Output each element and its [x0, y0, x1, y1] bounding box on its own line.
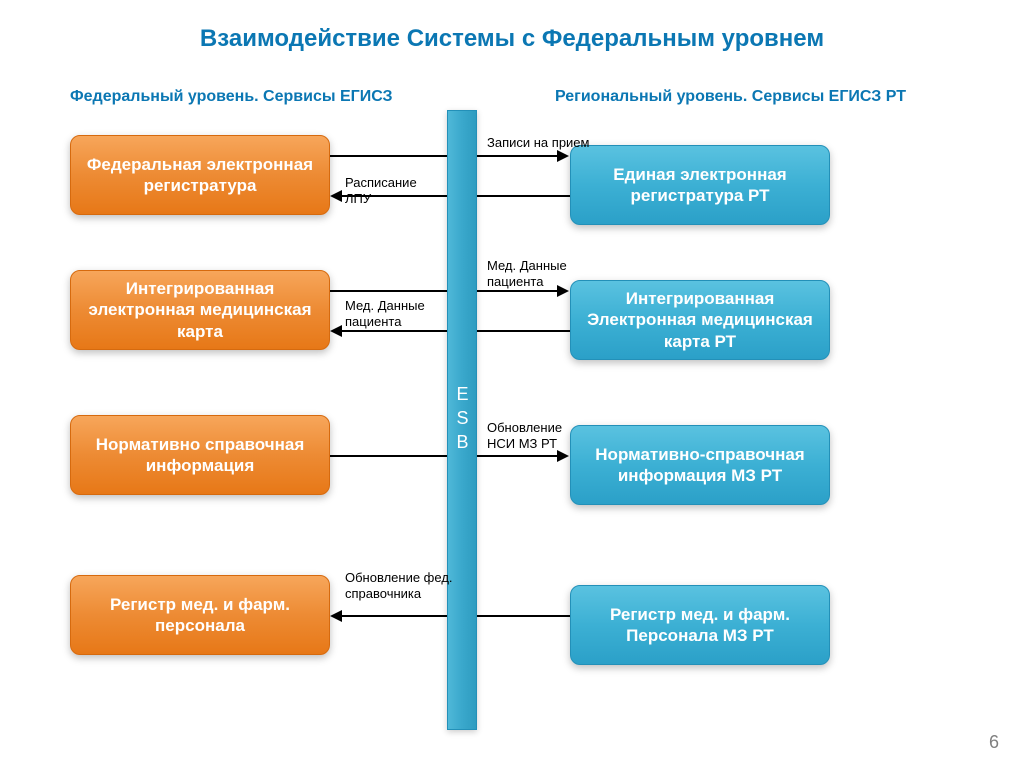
- arrow-label-med-data-left: Мед. Данные пациента: [345, 298, 445, 329]
- arrow-label-schedule: Расписание ЛПУ: [345, 175, 445, 206]
- arrow-line: [477, 330, 570, 332]
- left-box-personnel-registry: Регистр мед. и фарм. персонала: [70, 575, 330, 655]
- diagram-title: Взаимодействие Системы с Федеральным уро…: [0, 25, 1024, 53]
- esb-label: ESB: [452, 384, 473, 456]
- arrow-line: [477, 290, 557, 292]
- arrow-head-left-icon: [330, 190, 342, 202]
- arrow-label-med-data-right: Мед. Данные пациента: [487, 258, 577, 289]
- arrow-line: [477, 615, 570, 617]
- left-section-header: Федеральный уровень. Сервисы ЕГИСЗ: [70, 88, 393, 106]
- page-number: 6: [989, 732, 999, 753]
- arrow-head-left-icon: [330, 325, 342, 337]
- right-box-registry-rt: Единая электронная регистратура РТ: [570, 145, 830, 225]
- arrow-line: [342, 330, 447, 332]
- arrow-line: [330, 455, 447, 457]
- arrow-line: [477, 155, 557, 157]
- arrow-line: [477, 195, 570, 197]
- arrow-line: [330, 155, 447, 157]
- right-box-medical-card-rt: Интегрированная Электронная медицинская …: [570, 280, 830, 360]
- arrow-label-nsi-update: Обновление НСИ МЗ РТ: [487, 420, 587, 451]
- left-box-reference-info: Нормативно справочная информация: [70, 415, 330, 495]
- right-box-reference-info-rt: Нормативно-справочная информация МЗ РТ: [570, 425, 830, 505]
- arrow-label-appointments: Записи на прием: [487, 135, 589, 151]
- left-box-medical-card: Интегрированная электронная медицинская …: [70, 270, 330, 350]
- arrow-head-right-icon: [557, 450, 569, 462]
- right-section-header: Региональный уровень. Сервисы ЕГИСЗ РТ: [555, 88, 906, 106]
- esb-bar: ESB: [447, 110, 477, 730]
- arrow-line: [477, 455, 557, 457]
- arrow-line: [342, 615, 447, 617]
- arrow-label-fed-ref-update: Обновление фед. справочника: [345, 570, 455, 601]
- right-box-personnel-registry-rt: Регистр мед. и фарм. Персонала МЗ РТ: [570, 585, 830, 665]
- arrow-line: [330, 290, 447, 292]
- arrow-head-left-icon: [330, 610, 342, 622]
- arrow-head-right-icon: [557, 150, 569, 162]
- left-box-federal-registry: Федеральная электронная регистратура: [70, 135, 330, 215]
